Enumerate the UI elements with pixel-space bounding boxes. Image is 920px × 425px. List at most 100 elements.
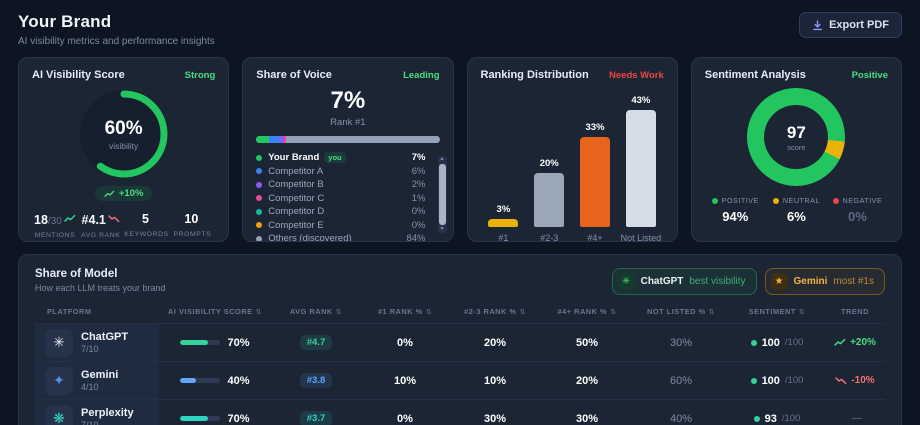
table-row-gemini[interactable]: ✦ Gemini 4/10 40% #3.8 10% 10% 20% 60% 10… [35, 362, 885, 400]
sort-icon[interactable]: ⇅ [708, 308, 715, 316]
sort-icon[interactable]: ⇅ [255, 308, 262, 316]
share-of-model-section: Share of Model How each LLM treats your … [18, 254, 902, 425]
scroll-down-icon[interactable]: ▼ [439, 226, 445, 232]
chatgpt-best-visibility-badge: ✳ ChatGPT best visibility [611, 268, 757, 295]
visibility-score-value: 60% [104, 117, 143, 139]
column-rank4plus[interactable]: #4+ RANK % ⇅ [557, 307, 617, 316]
scrollbar[interactable]: ▲ ▼ [437, 156, 447, 233]
column-sentiment[interactable]: SENTIMENT ⇅ [748, 307, 806, 316]
stat-mentions: 18/30 MENTIONS [32, 210, 78, 239]
perplexity-logo-icon: ❋ [45, 404, 73, 425]
scroll-up-icon[interactable]: ▲ [439, 156, 445, 162]
column-platform: PLATFORM [47, 307, 92, 316]
trend-cell: -10% [825, 375, 885, 386]
sentiment-dot [750, 339, 757, 346]
page-title: Your Brand [18, 12, 112, 31]
series-dot [256, 208, 263, 215]
scrollbar-thumb[interactable] [438, 164, 446, 225]
export-pdf-button[interactable]: Export PDF [799, 12, 902, 38]
visibility-score-cell: 70% [159, 337, 271, 349]
bar-rank4plus: 33% [572, 122, 618, 227]
card-title: AI Visibility Score [32, 69, 125, 81]
rank23-cell: 10% [483, 374, 507, 387]
rank23-cell: 30% [483, 412, 507, 425]
status-badge: Needs Work [609, 69, 664, 81]
trend-up-icon [104, 190, 115, 198]
trend-cell: — [852, 413, 862, 424]
series-dot [256, 195, 263, 202]
rank4plus-cell: 30% [575, 412, 599, 425]
table-row-chatgpt[interactable]: ✳ ChatGPT 7/10 70% #4.7 0% 20% 50% 30% 10… [35, 324, 885, 362]
list-item-others: Others (discovered) 84% [256, 232, 426, 241]
sentiment-analysis-card: Sentiment Analysis Positive 97 score POS… [690, 57, 902, 242]
sentiment-cell: 100/100 [729, 375, 825, 387]
negative-dot [832, 197, 839, 204]
column-rank1[interactable]: #1 RANK % ⇅ [377, 307, 433, 316]
status-badge: Positive [851, 69, 888, 81]
share-of-voice-card: Share of Voice Leading 7% Rank #1 Your B… [242, 57, 454, 242]
rank23-cell: 20% [483, 336, 507, 349]
not-listed-cell: 60% [669, 374, 693, 387]
sentiment-score-caption: score [787, 142, 806, 152]
rank1-cell: 0% [397, 412, 413, 425]
status-badge: Strong [184, 69, 216, 81]
card-title: Share of Voice [256, 69, 332, 81]
avg-rank-cell: #3.7 [271, 411, 361, 425]
visibility-score-caption: visibility [108, 140, 139, 151]
stat-prompts: 10 PROMPTS [173, 212, 212, 238]
legend-negative: NEGATIVE 0% [827, 196, 888, 224]
column-avg-rank[interactable]: AVG RANK ⇅ [289, 307, 343, 316]
visibility-score-card: AI Visibility Score Strong 60% visibilit… [18, 57, 230, 242]
visibility-score-cell: 70% [159, 413, 271, 425]
rank4plus-cell: 20% [575, 374, 599, 387]
column-not-listed[interactable]: NOT LISTED % ⇅ [647, 307, 715, 316]
chatgpt-logo-icon: ✳ [45, 328, 73, 357]
bar-rank1: 3% [481, 204, 527, 227]
card-title: Ranking Distribution [480, 69, 589, 81]
visibility-score-cell: 40% [159, 375, 271, 387]
stat-avg-rank: #4.1 AVG RANK [78, 210, 124, 239]
avg-rank-cell: #4.7 [271, 335, 361, 350]
series-dot [256, 181, 263, 188]
rank4plus-cell: 50% [575, 336, 599, 349]
gemini-most-firsts-badge: ★ Gemini most #1s [764, 268, 885, 295]
rank1-cell: 0% [397, 336, 413, 349]
table-header-row: PLATFORM AI VISIBILITY SCORE ⇅ AVG RANK ⇅ … [35, 307, 885, 324]
platform-cell: ✳ ChatGPT 7/10 [35, 324, 159, 361]
column-trend: TREND [841, 307, 869, 316]
series-dot [256, 168, 263, 175]
sentiment-cell: 100/100 [729, 337, 825, 349]
list-item-competitor: Competitor D 0% [256, 205, 426, 219]
sentiment-dot [753, 415, 760, 422]
visibility-stats: 18/30 MENTIONS #4.1 AVG RANK 5 KEYWORDS … [32, 210, 215, 239]
sort-icon[interactable]: ⇅ [425, 308, 433, 316]
list-item-competitor: Competitor A 6% [256, 165, 426, 179]
sov-competitor-list: Your Brand you 7% Competitor A 6% Competi… [256, 151, 439, 241]
column-rank23[interactable]: #2-3 RANK % ⇅ [464, 307, 526, 316]
trend-down-icon [108, 210, 120, 228]
column-ai-visibility-score[interactable]: AI VISIBILITY SCORE ⇅ [168, 307, 262, 316]
sov-value: 7% [330, 87, 366, 114]
sort-icon[interactable]: ⇅ [798, 308, 806, 316]
legend-neutral: NEUTRAL 6% [766, 196, 827, 224]
chatgpt-logo-icon: ✳ [617, 273, 635, 290]
sentiment-score: 97 [786, 122, 806, 142]
you-badge: you [324, 152, 346, 164]
positive-dot [711, 197, 718, 204]
bar-not-listed: 43% [618, 95, 664, 227]
sort-icon[interactable]: ⇅ [610, 308, 617, 316]
ranking-distribution-card: Ranking Distribution Needs Work 3% 20% 3… [466, 57, 678, 242]
status-badge: Leading [403, 69, 440, 81]
gemini-logo-icon: ✦ [45, 366, 73, 395]
visibility-delta-badge: +10% [94, 186, 153, 201]
list-item-competitor: Competitor C 1% [256, 192, 426, 206]
sort-icon[interactable]: ⇅ [519, 308, 526, 316]
ranking-x-labels: #1 #2-3 #4+ Not Listed [498, 233, 662, 242]
sort-icon[interactable]: ⇅ [335, 308, 343, 316]
page-subtitle: AI visibility metrics and performance in… [18, 36, 215, 47]
series-dot [256, 154, 263, 161]
page-header: Your Brand AI visibility metrics and per… [0, 0, 920, 47]
stat-keywords: 5 KEYWORDS [124, 212, 169, 238]
